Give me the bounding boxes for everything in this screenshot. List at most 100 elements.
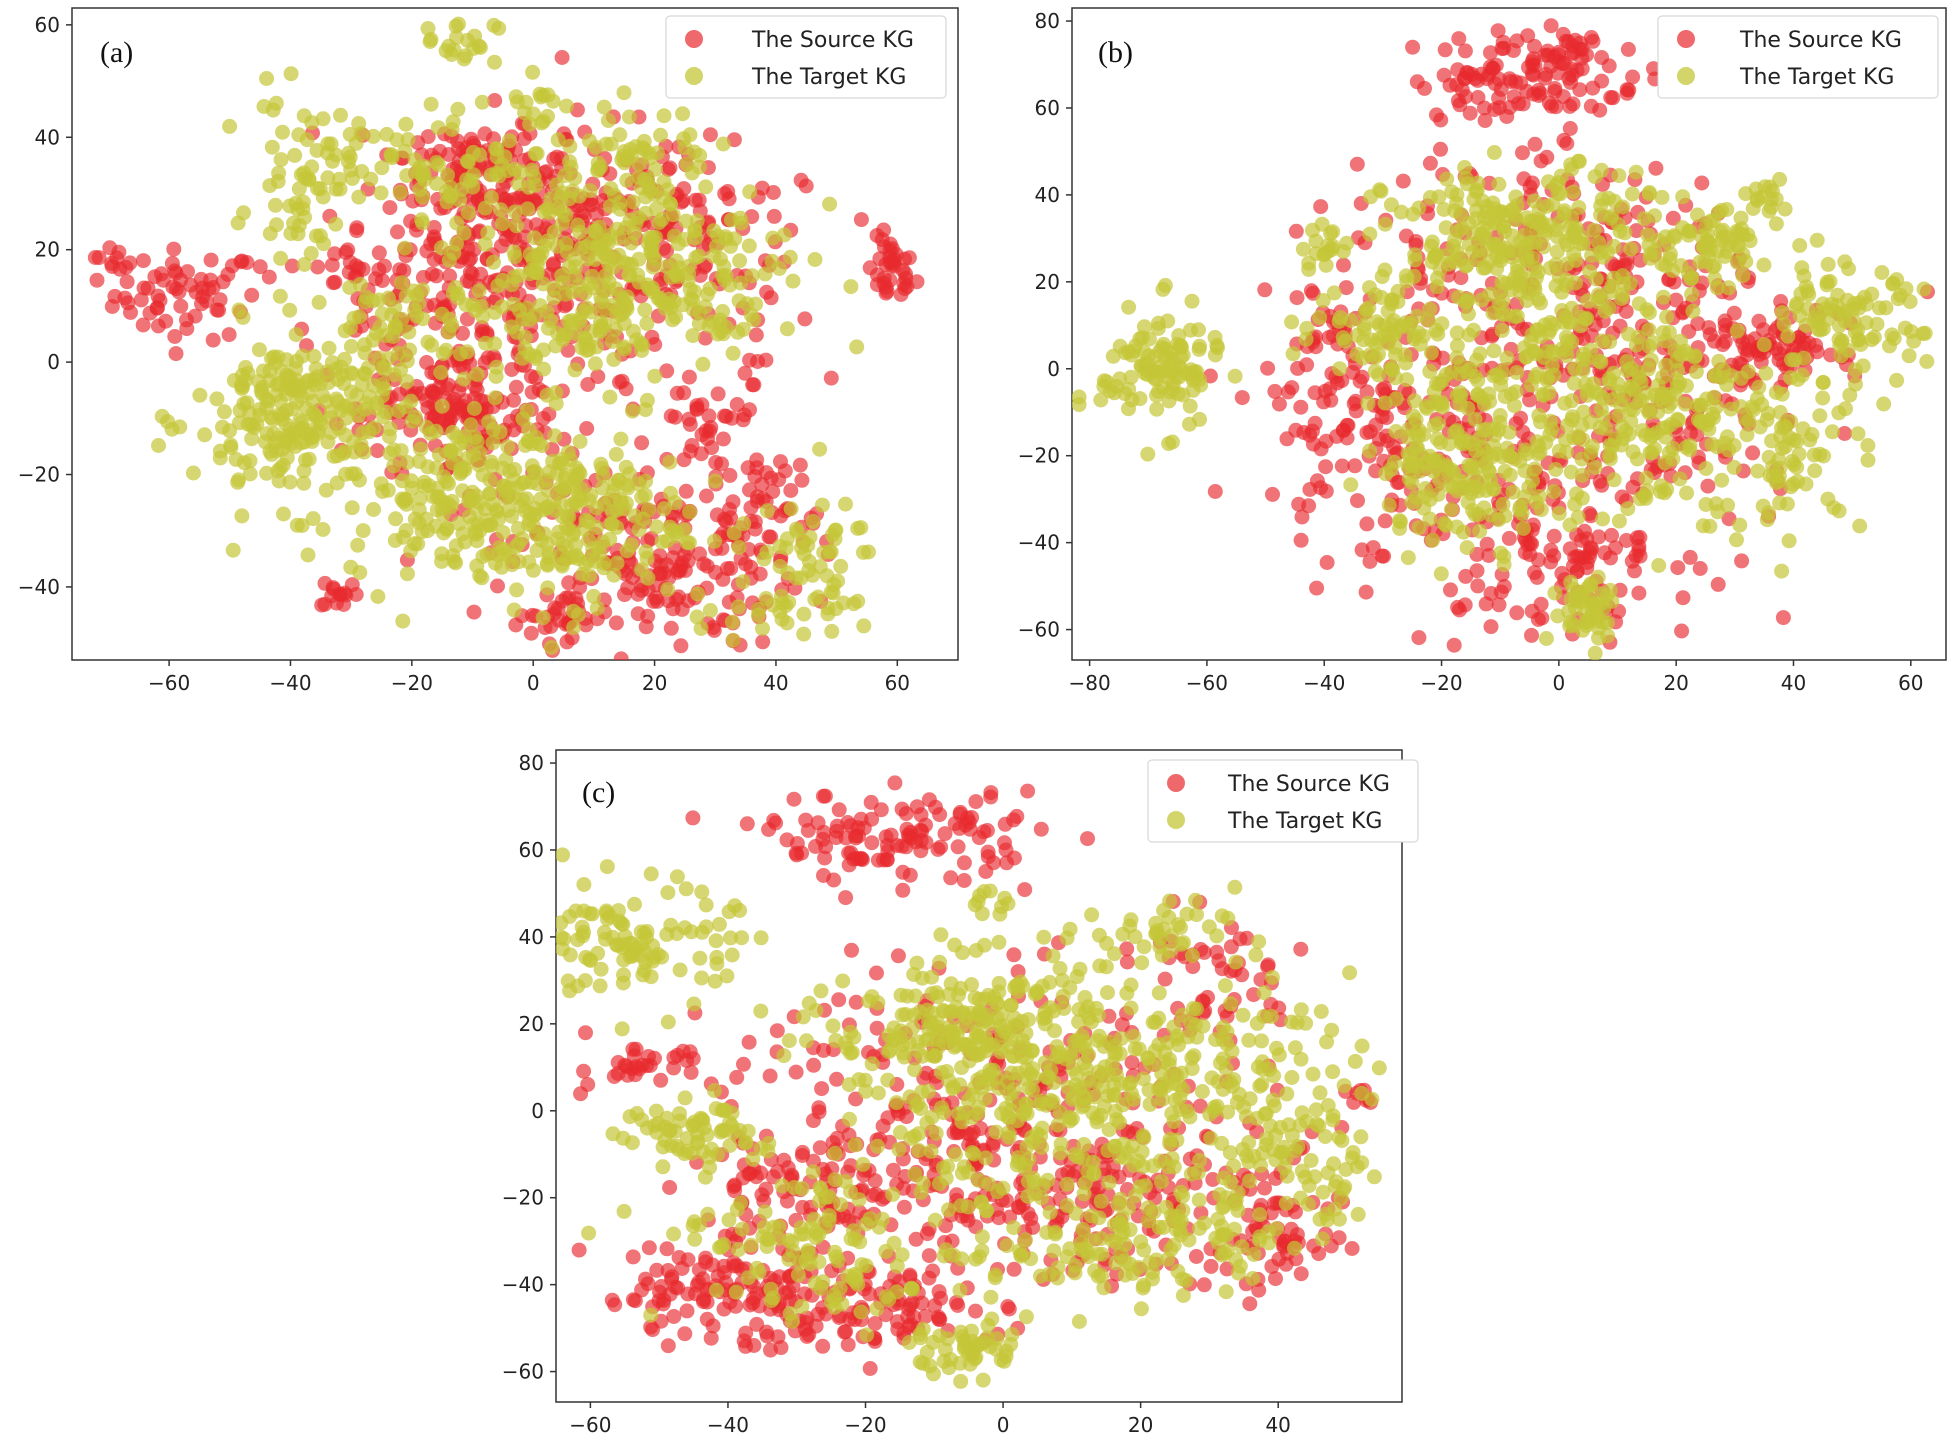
target-kg-point [1357, 306, 1373, 321]
target-kg-point [1812, 408, 1828, 424]
source-kg-point [1354, 369, 1370, 385]
target-kg-point [1791, 446, 1807, 462]
target-kg-point [1832, 338, 1848, 354]
target-kg-point [222, 423, 238, 439]
target-kg-point [1672, 471, 1688, 487]
target-kg-point [1796, 350, 1812, 366]
target-kg-point [1792, 308, 1808, 324]
source-kg-point [829, 818, 845, 834]
source-kg-point [692, 267, 708, 283]
target-kg-point [843, 279, 859, 295]
source-kg-point [1594, 477, 1610, 493]
target-kg-point [1622, 275, 1638, 291]
target-kg-point [780, 565, 796, 581]
target-kg-point [567, 471, 583, 487]
source-kg-point [576, 1063, 592, 1079]
source-kg-point [729, 397, 745, 412]
source-kg-point [1422, 155, 1438, 171]
target-kg-point [707, 533, 722, 549]
source-kg-point [1801, 335, 1817, 351]
target-kg-point [449, 236, 464, 252]
source-kg-point [698, 423, 714, 439]
target-kg-point [550, 531, 566, 547]
target-kg-point [1768, 216, 1784, 232]
target-kg-point [356, 444, 372, 460]
target-kg-point [1527, 282, 1543, 298]
target-kg-point [371, 350, 387, 366]
target-kg-point [510, 536, 526, 552]
target-kg-point [1647, 243, 1663, 259]
target-kg-point [252, 407, 268, 423]
source-kg-point [943, 870, 959, 886]
target-kg-point [1427, 453, 1443, 469]
target-kg-point [1339, 235, 1355, 251]
source-kg-point [1670, 560, 1686, 576]
target-kg-point [524, 162, 540, 178]
target-kg-point [501, 133, 517, 149]
source-kg-point [349, 223, 365, 239]
target-kg-point [1792, 238, 1808, 253]
source-kg-point [523, 369, 539, 384]
target-kg-point [1446, 254, 1462, 270]
target-kg-point [609, 301, 625, 317]
target-kg-point [1157, 277, 1173, 293]
target-kg-point [397, 240, 413, 256]
target-kg-point [1785, 476, 1801, 492]
target-kg-point [1874, 265, 1890, 280]
target-kg-point [676, 522, 692, 538]
source-kg-point [508, 379, 524, 395]
target-kg-point [1709, 439, 1725, 455]
target-kg-point [296, 257, 312, 272]
source-kg-point [1309, 580, 1325, 596]
target-kg-point [1630, 365, 1646, 380]
target-kg-point [540, 580, 556, 596]
target-kg-point [616, 85, 632, 101]
y-tick-label: 20 [35, 238, 60, 262]
target-kg-point [515, 411, 531, 427]
source-kg-point [415, 270, 431, 285]
target-kg-point [547, 428, 563, 444]
source-kg-point [1517, 545, 1533, 560]
target-kg-point [320, 434, 336, 450]
source-kg-point [771, 472, 787, 488]
target-kg-point [685, 302, 701, 318]
target-kg-point [411, 454, 427, 470]
target-kg-point [212, 450, 228, 466]
source-kg-point [873, 802, 889, 818]
target-kg-point [690, 586, 706, 602]
source-kg-point [749, 452, 765, 468]
source-kg-point [1735, 335, 1751, 351]
target-kg-point [1505, 484, 1521, 500]
target-kg-point [667, 228, 682, 244]
source-kg-point [1339, 430, 1355, 446]
target-kg-point [1449, 325, 1465, 341]
panel-a-legend-target: The Target KG [751, 65, 906, 90]
source-kg-point [1443, 582, 1458, 598]
x-tick-label: 20 [1663, 671, 1688, 695]
source-kg-point [1458, 568, 1474, 584]
target-kg-point [644, 239, 660, 255]
target-kg-point [648, 201, 664, 217]
source-kg-point [755, 491, 771, 507]
y-tick-label: 0 [47, 350, 60, 374]
target-kg-point [1731, 239, 1746, 255]
source-kg-point [894, 801, 910, 817]
source-kg-point [669, 385, 685, 401]
target-kg-point [802, 529, 818, 545]
source-kg-point [659, 1241, 675, 1257]
y-tick-label: 40 [1035, 183, 1060, 207]
target-kg-point [607, 187, 622, 203]
target-kg-point [631, 476, 646, 492]
source-kg-point [1405, 39, 1421, 55]
source-kg-point [798, 178, 814, 194]
target-kg-point [640, 502, 656, 518]
target-kg-point [535, 276, 551, 292]
source-kg-point [119, 274, 135, 290]
source-kg-point [579, 421, 595, 436]
target-kg-point [399, 353, 415, 369]
target-kg-point [389, 132, 405, 148]
source-kg-point [666, 1309, 682, 1324]
target-kg-point [1639, 302, 1655, 318]
target-kg-point [1430, 270, 1445, 286]
target-kg-point [1315, 293, 1331, 308]
